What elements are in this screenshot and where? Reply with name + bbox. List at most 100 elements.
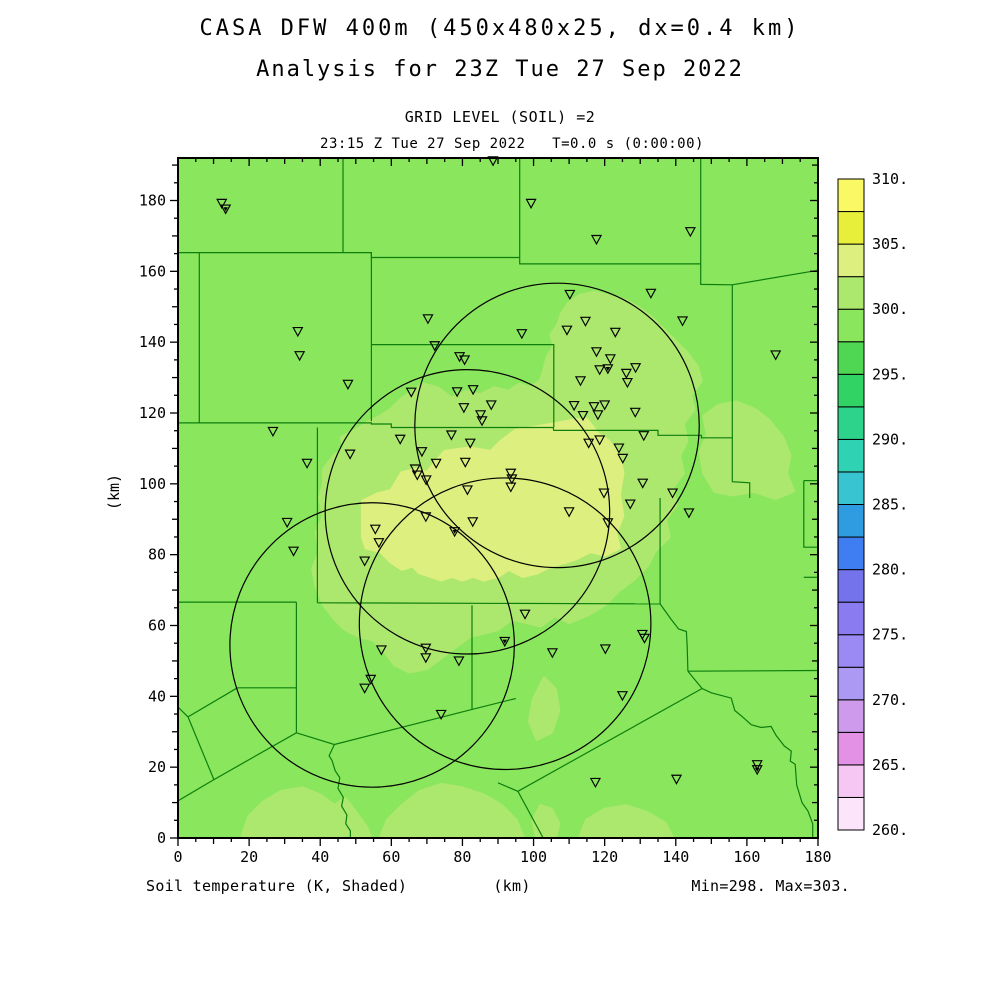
station-marker-icon bbox=[430, 458, 442, 469]
station-marker-icon bbox=[429, 341, 441, 352]
page-subtitle: Analysis for 23Z Tue 27 Sep 2022 bbox=[256, 57, 744, 82]
county-boundary bbox=[178, 422, 733, 439]
colorbar-cell bbox=[837, 796, 865, 831]
station-marker-icon bbox=[416, 447, 428, 458]
station-marker-icon bbox=[375, 645, 387, 656]
field-caption: Soil temperature (K, Shaded) bbox=[146, 877, 408, 895]
x-tick-label: 140 bbox=[662, 848, 689, 866]
station-marker-icon bbox=[598, 488, 610, 499]
station-marker-icon bbox=[499, 636, 511, 648]
station-marker-icon bbox=[667, 488, 679, 499]
y-tick-label: 120 bbox=[139, 404, 166, 422]
station-marker-icon bbox=[564, 289, 576, 300]
colorbar-cell bbox=[837, 276, 865, 310]
y-tick-label: 40 bbox=[148, 687, 166, 705]
station-marker-icon bbox=[621, 378, 633, 389]
colorbar-label: 275. bbox=[872, 626, 908, 644]
station-marker-fill bbox=[605, 366, 611, 371]
station-marker-icon bbox=[359, 683, 371, 694]
station-marker-fill bbox=[755, 767, 760, 772]
station-marker-icon bbox=[365, 674, 377, 685]
station-marker-icon bbox=[645, 288, 657, 299]
station-marker-icon bbox=[574, 376, 587, 387]
colorbar-cell bbox=[837, 243, 865, 278]
station-marker-icon bbox=[609, 327, 621, 338]
station-marker-icon bbox=[583, 438, 595, 449]
y-tick-label: 140 bbox=[139, 333, 166, 351]
x-tick-label: 40 bbox=[311, 848, 329, 866]
station-marker-icon bbox=[487, 156, 499, 167]
x-tick-label: 120 bbox=[591, 848, 618, 866]
station-marker-icon bbox=[449, 527, 461, 538]
map-layers bbox=[178, 158, 818, 838]
station-marker-icon bbox=[602, 518, 614, 529]
county-boundary bbox=[296, 732, 351, 838]
station-marker-icon bbox=[420, 643, 432, 654]
colorbar-label: 295. bbox=[872, 365, 908, 383]
station-marker-icon bbox=[638, 431, 650, 442]
colorbar-label: 260. bbox=[872, 821, 908, 839]
station-marker-icon bbox=[592, 410, 604, 421]
station-marker-icon bbox=[344, 449, 356, 460]
station-marker-icon bbox=[594, 435, 606, 446]
station-marker-icon bbox=[546, 648, 558, 659]
county-boundary bbox=[700, 158, 751, 498]
station-marker-icon bbox=[342, 379, 354, 390]
station-marker-icon bbox=[464, 438, 476, 449]
station-marker-icon bbox=[294, 351, 306, 362]
colorbar-cell bbox=[837, 601, 865, 636]
county-boundary bbox=[317, 602, 661, 605]
station-marker-icon bbox=[476, 416, 488, 427]
county-boundary bbox=[178, 779, 215, 802]
station-marker-icon bbox=[613, 443, 625, 454]
station-marker-icon bbox=[461, 485, 473, 496]
station-marker-fill bbox=[452, 529, 457, 534]
county-boundary bbox=[732, 269, 818, 286]
station-marker-icon bbox=[445, 430, 457, 441]
x-tick-label: 80 bbox=[453, 848, 471, 866]
county-boundary bbox=[187, 687, 297, 781]
radar-range-circle bbox=[324, 368, 611, 655]
station-marker-icon bbox=[420, 653, 432, 664]
station-marker-icon bbox=[599, 644, 611, 655]
station-marker-icon bbox=[359, 556, 371, 567]
station-marker-icon bbox=[301, 458, 313, 469]
colorbar-cell bbox=[837, 471, 865, 506]
station-marker-icon bbox=[589, 777, 601, 789]
colorbar-cell bbox=[837, 504, 865, 538]
station-marker-icon bbox=[751, 760, 763, 771]
station-marker-icon bbox=[602, 364, 614, 375]
radar-range-circle bbox=[229, 502, 515, 788]
station-marker-icon bbox=[267, 426, 279, 438]
colorbar-label: 305. bbox=[872, 235, 908, 253]
colorbar-cell bbox=[837, 666, 865, 701]
station-marker-icon bbox=[516, 329, 528, 340]
shade-region-300-302 bbox=[378, 782, 525, 838]
colorbar: 310. 305. 300. 295. 290. 285. 280. 275. 270. 265.… bbox=[837, 170, 908, 839]
station-marker-icon bbox=[459, 355, 471, 366]
station-marker-icon bbox=[394, 434, 406, 445]
station-marker-icon bbox=[579, 316, 592, 327]
station-marker-icon bbox=[422, 314, 434, 325]
county-boundary bbox=[517, 791, 544, 838]
station-marker-icon bbox=[453, 656, 465, 667]
station-marker-icon bbox=[467, 517, 479, 528]
station-marker-icon bbox=[630, 363, 642, 374]
station-marker-icon bbox=[568, 401, 580, 412]
y-tick-label: 100 bbox=[139, 475, 166, 493]
station-marker-icon bbox=[624, 499, 636, 510]
station-marker-icon bbox=[216, 198, 228, 209]
colorbar-label: 290. bbox=[872, 430, 908, 448]
county-boundary bbox=[659, 498, 689, 672]
page-title: CASA DFW 400m (450x480x25, dx=0.4 km) bbox=[199, 16, 801, 41]
colorbar-cell bbox=[837, 373, 865, 408]
x-axis-unit-label: (km) bbox=[493, 877, 531, 895]
x-tick-label: 60 bbox=[382, 848, 400, 866]
y-tick-label: 20 bbox=[148, 758, 166, 776]
station-marker-icon bbox=[620, 368, 632, 379]
x-tick-label: 20 bbox=[240, 848, 258, 866]
y-tick-label: 0 bbox=[157, 829, 166, 847]
station-marker-icon bbox=[676, 316, 689, 327]
